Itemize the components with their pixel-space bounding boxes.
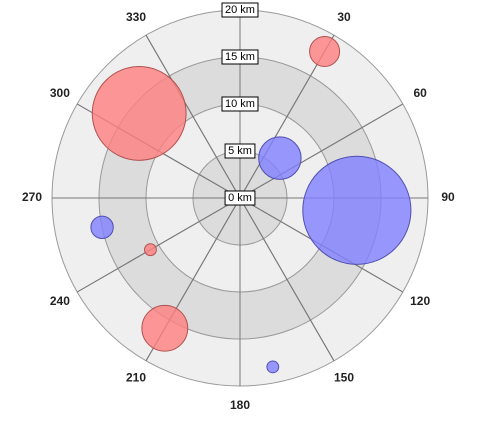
bubble xyxy=(266,360,280,374)
r-tick: 5 km xyxy=(224,143,256,159)
bubble xyxy=(144,243,157,257)
r-tick: 10 km xyxy=(221,96,259,112)
angle-label: 30 xyxy=(337,10,351,24)
r-tick: 15 km xyxy=(221,49,259,65)
angle-label: 120 xyxy=(410,294,430,308)
angle-label: 90 xyxy=(441,190,455,204)
r-tick-label: 5 km xyxy=(228,145,252,157)
angle-label: 60 xyxy=(413,86,427,100)
r-tick-label: 15 km xyxy=(225,51,255,63)
r-tick-label: 0 km xyxy=(228,192,252,204)
bubble xyxy=(141,304,189,352)
bubble xyxy=(90,215,114,239)
angle-label: 150 xyxy=(334,370,354,384)
bubble xyxy=(258,136,302,180)
r-tick-label: 10 km xyxy=(225,98,255,110)
r-tick-label: 20 km xyxy=(225,4,255,16)
r-tick-box xyxy=(221,2,259,18)
angle-label: 270 xyxy=(22,190,42,204)
angle-label: 180 xyxy=(230,398,250,412)
angle-label: 210 xyxy=(126,370,146,384)
r-tick-box xyxy=(224,190,256,206)
angle-label: 330 xyxy=(126,10,146,24)
bubble xyxy=(302,155,412,265)
r-tick: 20 km xyxy=(221,2,259,18)
angle-label: 300 xyxy=(50,86,70,100)
angle-label: 240 xyxy=(50,294,70,308)
r-tick-box xyxy=(224,143,256,159)
r-tick: 0 km xyxy=(224,190,256,206)
r-tick-box xyxy=(221,49,259,65)
bubble xyxy=(309,35,341,67)
bubble xyxy=(91,66,187,161)
r-tick-box xyxy=(221,96,259,112)
